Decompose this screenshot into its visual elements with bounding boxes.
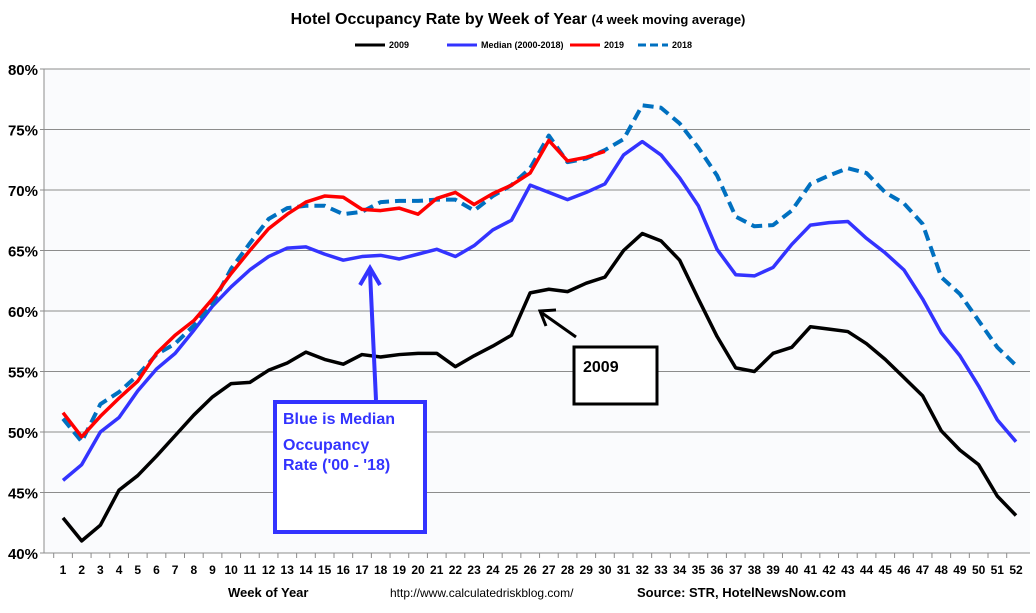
x-tick-label: 9 xyxy=(209,563,216,577)
x-tick-label: 8 xyxy=(190,563,197,577)
x-tick-label: 48 xyxy=(935,563,949,577)
x-tick-label: 11 xyxy=(244,563,257,577)
median-note-line3: Rate ('00 - '18) xyxy=(283,457,390,474)
x-tick-label: 49 xyxy=(953,563,967,577)
y-tick-label: 50% xyxy=(8,425,38,442)
x-tick-label: 14 xyxy=(299,563,313,577)
y-tick-label: 40% xyxy=(8,546,38,563)
x-tick-label: 43 xyxy=(841,563,855,577)
x-tick-label: 15 xyxy=(318,563,332,577)
x-tick-label: 25 xyxy=(505,563,519,577)
2009-arrow xyxy=(541,311,577,339)
2009-label: 2009 xyxy=(583,359,619,376)
y-axis: 40% 45% 50% 55% 60% 65% 70% 75% 80% xyxy=(8,62,45,563)
annotations: Blue is Median Occupancy Rate ('00 - '18… xyxy=(273,264,659,534)
y-tick-label: 70% xyxy=(8,183,38,200)
y-tick-label: 65% xyxy=(8,244,38,261)
x-tick-label: 7 xyxy=(172,563,179,577)
legend: 2009 Median (2000-2018) 2019 2018 xyxy=(355,40,692,50)
x-tick-label: 47 xyxy=(916,563,930,577)
x-tick-label: 52 xyxy=(1009,563,1023,577)
median-arrow xyxy=(368,271,378,401)
y-tick-label: 80% xyxy=(8,62,38,79)
x-tick-label: 45 xyxy=(879,563,893,577)
x-tick-label: 39 xyxy=(766,563,780,577)
x-tick-label: 40 xyxy=(785,563,799,577)
x-tick-label: 10 xyxy=(224,563,238,577)
x-tick-label: 1 xyxy=(60,563,67,577)
chart-title: Hotel Occupancy Rate by Week of Year (4 … xyxy=(291,11,746,28)
x-tick-label: 31 xyxy=(617,563,631,577)
x-tick-label: 13 xyxy=(281,563,295,577)
y-tick-label: 45% xyxy=(8,486,38,503)
y-tick-label: 55% xyxy=(8,365,38,382)
x-tick-label: 5 xyxy=(134,563,141,577)
x-tick-label: 23 xyxy=(467,563,481,577)
x-tick-label: 44 xyxy=(860,563,874,577)
x-tick-label: 2 xyxy=(78,563,85,577)
x-tick-label: 6 xyxy=(153,563,160,577)
x-tick-label: 21 xyxy=(430,563,444,577)
x-tick-label: 4 xyxy=(116,563,123,577)
x-tick-label: 33 xyxy=(654,563,668,577)
x-tick-label: 12 xyxy=(262,563,276,577)
x-tick-label: 30 xyxy=(598,563,612,577)
legend-label: Median (2000-2018) xyxy=(481,40,564,50)
x-tick-label: 16 xyxy=(337,563,351,577)
x-tick-label: 35 xyxy=(692,563,706,577)
y-tick-label: 60% xyxy=(8,304,38,321)
x-axis-label: Week of Year xyxy=(228,585,308,600)
x-tick-label: 19 xyxy=(393,563,407,577)
median-note-line1: Blue is Median xyxy=(283,411,395,428)
x-tick-label: 50 xyxy=(972,563,986,577)
x-tick-label: 27 xyxy=(542,563,556,577)
x-axis: 1 2 3 4 5 6 7 8 9 10 11 12 13 14 15 16 17 18 19 20 21 22 23 24 2… xyxy=(53,553,1023,577)
footer-source: Source: STR, HotelNewsNow.com xyxy=(637,585,846,600)
x-tick-label: 38 xyxy=(748,563,762,577)
x-tick-label: 41 xyxy=(804,563,818,577)
series-line-2019 xyxy=(61,138,606,439)
x-tick-label: 32 xyxy=(636,563,650,577)
legend-label: 2018 xyxy=(672,40,692,50)
series-lines xyxy=(61,103,1018,543)
x-tick-label: 37 xyxy=(729,563,743,577)
x-tick-label: 46 xyxy=(897,563,911,577)
x-tick-label: 22 xyxy=(449,563,463,577)
x-tick-label: 28 xyxy=(561,563,575,577)
x-tick-label: 17 xyxy=(355,563,369,577)
x-tick-label: 42 xyxy=(822,563,836,577)
2009-arrowhead-icon xyxy=(537,308,557,327)
series-line-median-2000-2018- xyxy=(61,139,1018,482)
y-tick-label: 75% xyxy=(8,123,38,140)
legend-label: 2019 xyxy=(604,40,624,50)
x-tick-label: 20 xyxy=(411,563,425,577)
x-tick-label: 24 xyxy=(486,563,500,577)
legend-label: 2009 xyxy=(389,40,409,50)
series-line-2009 xyxy=(61,231,1018,543)
x-tick-label: 51 xyxy=(991,563,1005,577)
x-tick-label: 26 xyxy=(523,563,537,577)
median-note-box xyxy=(273,400,427,534)
x-tick-label: 34 xyxy=(673,563,687,577)
median-note-line2: Occupancy xyxy=(283,437,369,454)
gridlines xyxy=(44,68,1030,554)
median-arrowhead-icon xyxy=(358,264,382,287)
2009-label-box xyxy=(572,345,659,406)
footer-url: http://www.calculatedriskblog.com/ xyxy=(390,586,574,600)
x-tick-label: 3 xyxy=(97,563,104,577)
x-tick-label: 18 xyxy=(374,563,388,577)
x-tick-label: 29 xyxy=(580,563,594,577)
x-tick-label: 36 xyxy=(710,563,724,577)
